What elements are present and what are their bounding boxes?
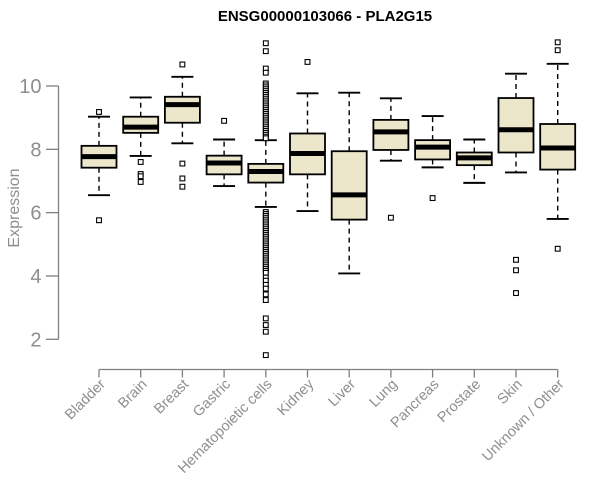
outlier-point	[429, 195, 436, 202]
x-tick-label: Lung	[367, 377, 401, 411]
x-tick-label: Brain	[115, 377, 150, 412]
outlier-point	[262, 285, 269, 292]
outlier-point	[262, 297, 269, 303]
chart-title: ENSG00000103066 - PLA2G15	[217, 8, 433, 25]
outlier-point	[137, 173, 144, 180]
outlier-point	[262, 69, 269, 76]
iqr-box	[372, 118, 410, 151]
boxplot-brain	[122, 96, 160, 185]
boxplot-lung	[372, 97, 410, 221]
boxplot-prostate	[455, 138, 493, 184]
outlier-point	[262, 322, 269, 329]
outlier-point	[262, 315, 269, 322]
outlier-point	[513, 290, 519, 297]
outlier-point	[179, 183, 186, 190]
iqr-box	[330, 150, 368, 221]
outlier-point	[513, 256, 519, 263]
outlier-point	[96, 109, 102, 115]
outlier-point	[513, 267, 519, 274]
outlier-point	[262, 135, 269, 142]
outlier-point	[387, 214, 394, 221]
y-tick-label: 4	[30, 266, 41, 288]
boxplot-bladder	[80, 109, 118, 224]
x-tick-label: Prostate	[435, 377, 484, 426]
outlier-point	[554, 245, 561, 252]
outlier-point	[179, 61, 186, 68]
iqr-box	[497, 97, 535, 154]
outlier-point	[554, 39, 561, 46]
x-tick-label: Kidney	[275, 376, 318, 419]
outlier-point	[554, 47, 561, 54]
y-tick-label: 6	[30, 203, 41, 225]
x-tick-label: Bladder	[62, 376, 109, 423]
x-tick-label: Liver	[325, 376, 359, 410]
outlier-point	[179, 160, 186, 167]
y-tick-label: 2	[30, 329, 41, 351]
outlier-point	[221, 117, 228, 124]
boxplot-hematopoietic-cells	[247, 40, 285, 359]
y-tick-label: 10	[19, 76, 41, 98]
iqr-box	[414, 139, 452, 161]
x-tick-label: Skin	[495, 377, 526, 408]
y-axis: 2 4 6 8 10	[19, 76, 60, 351]
outlier-point	[262, 40, 269, 47]
outlier-point	[262, 269, 269, 276]
outlier-point	[262, 352, 269, 359]
outlier-point	[262, 48, 269, 55]
x-tick-label: Breast	[151, 377, 192, 418]
y-tick-label: 8	[30, 139, 41, 161]
boxplot-breast	[163, 61, 201, 190]
boxplot-pancreas	[414, 115, 452, 202]
boxplot-kidney	[289, 58, 326, 213]
boxplot-skin	[497, 72, 535, 297]
boxplot-gastric	[205, 117, 243, 188]
outlier-point	[262, 291, 269, 298]
outlier-point	[262, 328, 269, 335]
outlier-point	[137, 178, 144, 185]
outlier-point	[179, 175, 186, 182]
boxplot-unknown-other	[539, 39, 577, 252]
outlier-point	[96, 217, 102, 224]
outlier-point	[137, 159, 144, 165]
outlier-point	[304, 58, 311, 65]
iqr-box	[163, 95, 201, 124]
boxplot-liver	[330, 91, 368, 275]
